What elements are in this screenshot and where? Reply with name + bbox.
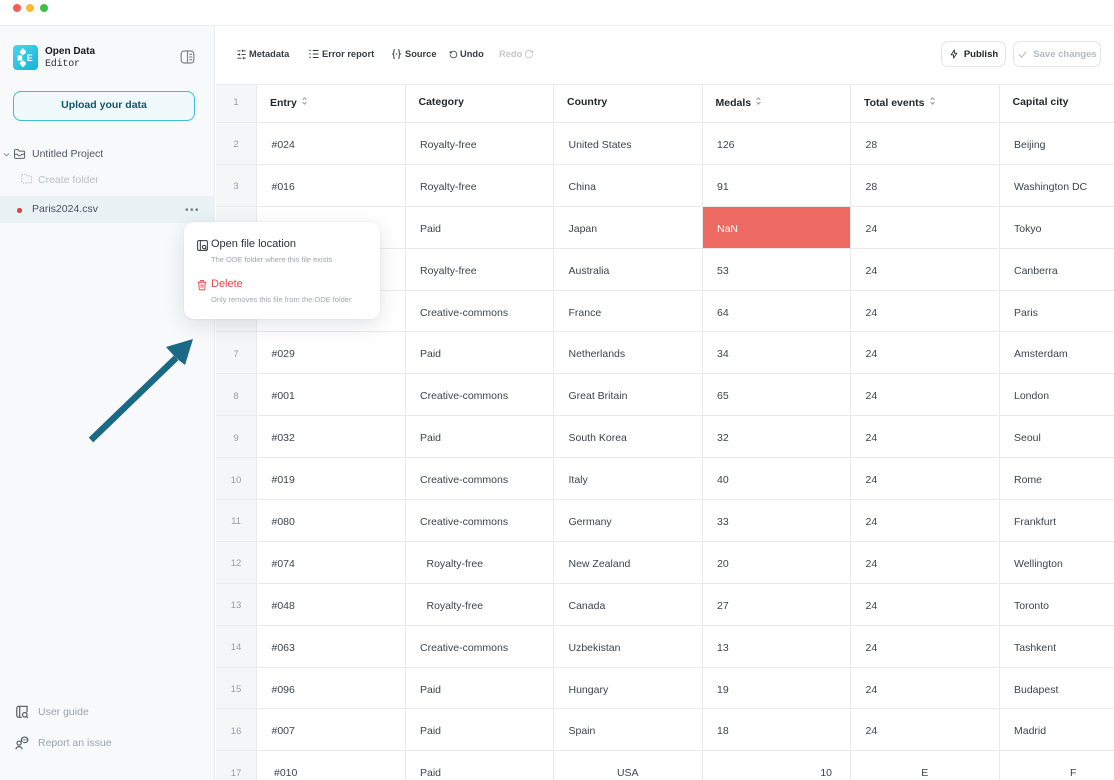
svg-text:E: E: [27, 53, 33, 63]
